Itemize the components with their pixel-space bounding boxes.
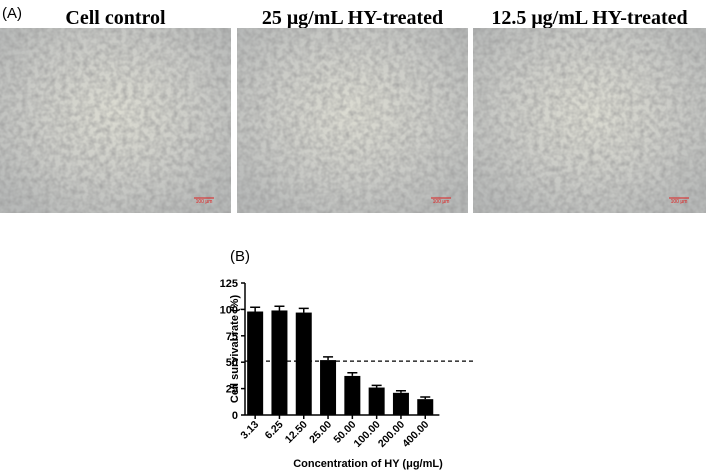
error-bar (347, 372, 358, 376)
bar (247, 311, 264, 415)
x-tick-label: 400.00 (400, 419, 431, 450)
bar (417, 399, 434, 415)
bar (271, 310, 288, 415)
error-bar (420, 396, 431, 400)
panel-title: 12.5 μg/mL HY-treated (491, 7, 687, 29)
panel-label: (A) (2, 5, 22, 22)
micrographs: Cell control 100 μm 25 μg/mL HY-treated 100… (0, 7, 706, 213)
panel-label: (B) (230, 248, 250, 265)
bar (295, 312, 312, 415)
bar (392, 392, 409, 415)
y-tick-label: 0 (232, 410, 238, 422)
panel-title: 25 μg/mL HY-treated (262, 7, 443, 29)
scale-bar-label: 100 μm (671, 199, 688, 205)
micrograph-texture (0, 28, 231, 213)
bar (344, 375, 361, 415)
micrograph-texture (237, 28, 468, 213)
x-tick-label: 25.00 (307, 419, 334, 446)
error-bar (323, 356, 334, 361)
y-axis-label: Cell survival rate (%) (229, 295, 241, 404)
panel-title: Cell control (65, 7, 166, 29)
x-tick-label: 100.00 (352, 419, 383, 450)
error-bar (250, 306, 261, 312)
x-tick-label: 3.13 (238, 419, 261, 442)
error-bar (395, 389, 406, 393)
bar (320, 360, 337, 415)
chart: (B) 0 25 50 75 100 125 Cell survival rate (%) C… (220, 248, 473, 470)
micrograph-texture (473, 28, 706, 213)
y-tick-label: 75 (226, 331, 238, 343)
error-bar (274, 305, 285, 311)
bar (368, 387, 385, 415)
scale-bar-label: 100 μm (433, 199, 450, 205)
y-tick-label: 125 (220, 278, 238, 290)
x-axis-label: Concentration of HY (μg/mL) (293, 458, 443, 470)
x-tick-label: 200.00 (376, 419, 407, 450)
y-tick-label: 25 (226, 384, 238, 396)
error-bar (298, 307, 309, 313)
error-bar (371, 384, 382, 388)
y-tick-label: 100 (220, 304, 238, 316)
x-tick-label: 6.25 (263, 419, 286, 442)
y-tick-label: 50 (226, 357, 238, 369)
scale-bar-label: 100 μm (196, 199, 213, 205)
x-tick-label: 12.50 (283, 419, 310, 446)
